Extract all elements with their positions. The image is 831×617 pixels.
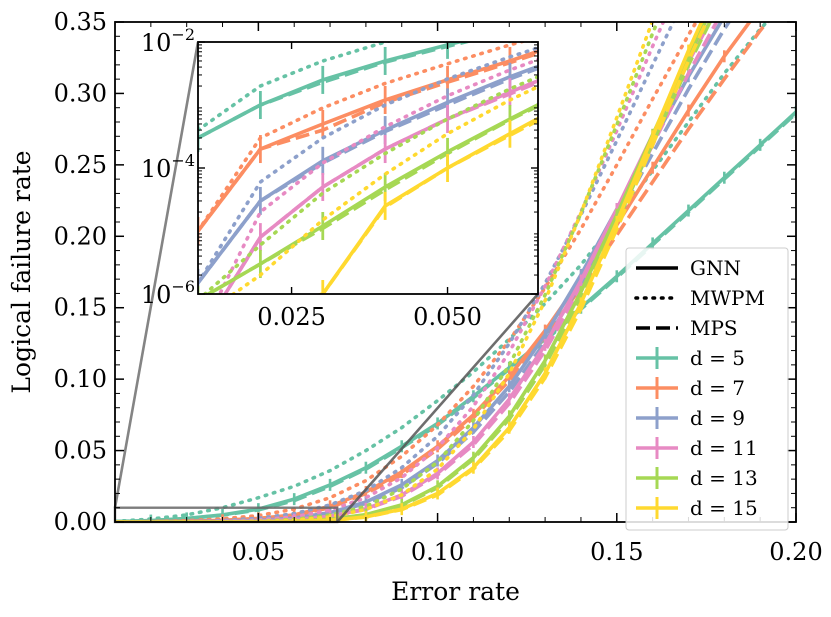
series-line xyxy=(115,112,796,522)
legend: GNN MWPM MPS d = 5 d = 7 d = 9 d = 11 d = 13 d =… xyxy=(625,247,789,531)
legend-box xyxy=(625,247,789,531)
x-tick-label: 0.10 xyxy=(411,538,464,566)
inset-background xyxy=(198,42,538,294)
y-tick-label: 0.25 xyxy=(54,151,107,179)
x-axis-label: Error rate xyxy=(391,577,520,606)
inset-x-tick-label: 0.050 xyxy=(413,303,482,331)
y-tick-label: 0.05 xyxy=(54,437,107,465)
inset-series-line xyxy=(198,49,538,233)
x-tick-label: 0.20 xyxy=(769,538,822,566)
inset-axes: 0.025 0.050 10−6 10−4 10−2 xyxy=(141,25,539,331)
legend-label: MPS xyxy=(690,316,738,340)
zoom-connector xyxy=(336,293,539,523)
y-axis-label: Logical failure rate xyxy=(7,150,36,393)
inset-series-line xyxy=(204,102,538,294)
legend-label: d = 13 xyxy=(690,466,758,490)
legend-label: d = 7 xyxy=(690,376,745,400)
inset-y-tick-label: 10−6 xyxy=(141,277,195,309)
inset-series-line xyxy=(198,51,538,233)
inset-series-line xyxy=(204,103,538,294)
y-tick-label: 0.20 xyxy=(54,222,107,250)
inset-frame-fill xyxy=(198,42,538,294)
inset-series-line xyxy=(198,64,538,284)
inset-series-line xyxy=(230,84,538,294)
inset-series-line xyxy=(316,118,538,294)
inset-y-tick-label: 10−2 xyxy=(141,25,195,57)
legend-label: d = 9 xyxy=(690,406,745,430)
x-tick-label: 0.05 xyxy=(232,538,285,566)
legend-label: MWPM xyxy=(690,286,765,310)
y-tick-label: 0.30 xyxy=(54,79,107,107)
inset-x-tick-label: 0.025 xyxy=(257,303,326,331)
y-tick-label: 0.15 xyxy=(54,294,107,322)
legend-label: GNN xyxy=(690,256,741,280)
y-tick-label: 0.00 xyxy=(54,508,107,536)
inset-y-tick-label: 10−4 xyxy=(141,151,195,183)
y-tick-label: 0.35 xyxy=(54,8,107,36)
legend-label: d = 5 xyxy=(690,346,745,370)
zoom-connector xyxy=(113,41,200,508)
x-tick-label: 0.15 xyxy=(590,538,643,566)
legend-label: d = 11 xyxy=(690,436,758,460)
inset-series-line xyxy=(223,80,538,294)
inset-plot-area xyxy=(198,42,538,294)
legend-label: d = 15 xyxy=(690,496,758,520)
y-tick-label: 0.10 xyxy=(54,365,107,393)
inset-series-line xyxy=(198,42,473,140)
axes-frame xyxy=(114,21,797,523)
main-axes: 0.05 0.10 0.15 0.20 0.00 0.05 0.10 0.15 0.20 0.25… xyxy=(54,8,823,566)
